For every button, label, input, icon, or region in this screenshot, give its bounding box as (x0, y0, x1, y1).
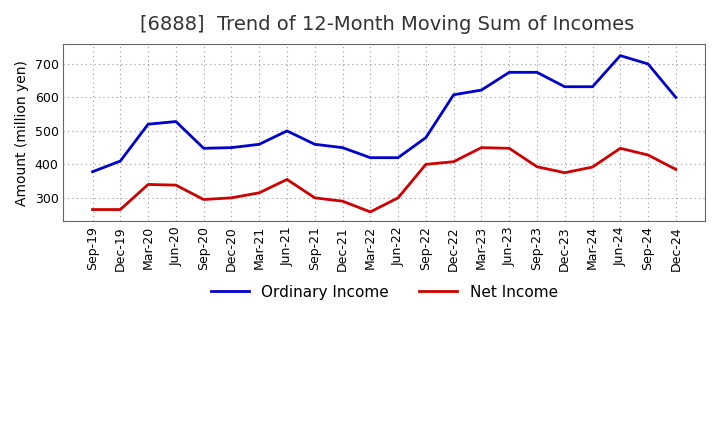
Ordinary Income (171, 119, 180, 124)
Ordinary Income (505, 70, 513, 75)
Net Income (672, 167, 680, 172)
Ordinary Income (338, 145, 347, 150)
Ordinary Income (560, 84, 569, 89)
Ordinary Income (588, 84, 597, 89)
Net Income (505, 146, 513, 151)
Ordinary Income (255, 142, 264, 147)
Net Income (421, 162, 430, 167)
Ordinary Income (283, 128, 292, 134)
Net Income (394, 195, 402, 201)
Net Income (283, 177, 292, 182)
Ordinary Income (227, 145, 235, 150)
Net Income (171, 183, 180, 188)
Y-axis label: Amount (million yen): Amount (million yen) (15, 60, 29, 205)
Line: Net Income: Net Income (93, 148, 676, 212)
Ordinary Income (310, 142, 319, 147)
Net Income (310, 195, 319, 201)
Net Income (227, 195, 235, 201)
Ordinary Income (477, 88, 486, 93)
Ordinary Income (616, 53, 625, 58)
Net Income (366, 209, 374, 215)
Ordinary Income (421, 135, 430, 140)
Ordinary Income (89, 169, 97, 174)
Net Income (89, 207, 97, 212)
Ordinary Income (144, 121, 153, 127)
Net Income (338, 198, 347, 204)
Net Income (116, 207, 125, 212)
Ordinary Income (533, 70, 541, 75)
Ordinary Income (394, 155, 402, 160)
Legend: Ordinary Income, Net Income: Ordinary Income, Net Income (204, 279, 564, 306)
Net Income (616, 146, 625, 151)
Ordinary Income (199, 146, 208, 151)
Ordinary Income (449, 92, 458, 97)
Net Income (449, 159, 458, 164)
Ordinary Income (672, 95, 680, 100)
Ordinary Income (644, 61, 652, 66)
Text: [6888]  Trend of 12-Month Moving Sum of Incomes: [6888] Trend of 12-Month Moving Sum of I… (140, 15, 634, 34)
Ordinary Income (116, 158, 125, 164)
Net Income (644, 152, 652, 158)
Net Income (588, 165, 597, 170)
Net Income (560, 170, 569, 176)
Line: Ordinary Income: Ordinary Income (93, 55, 676, 172)
Net Income (255, 190, 264, 195)
Ordinary Income (366, 155, 374, 160)
Net Income (199, 197, 208, 202)
Net Income (144, 182, 153, 187)
Net Income (477, 145, 486, 150)
Net Income (533, 164, 541, 169)
